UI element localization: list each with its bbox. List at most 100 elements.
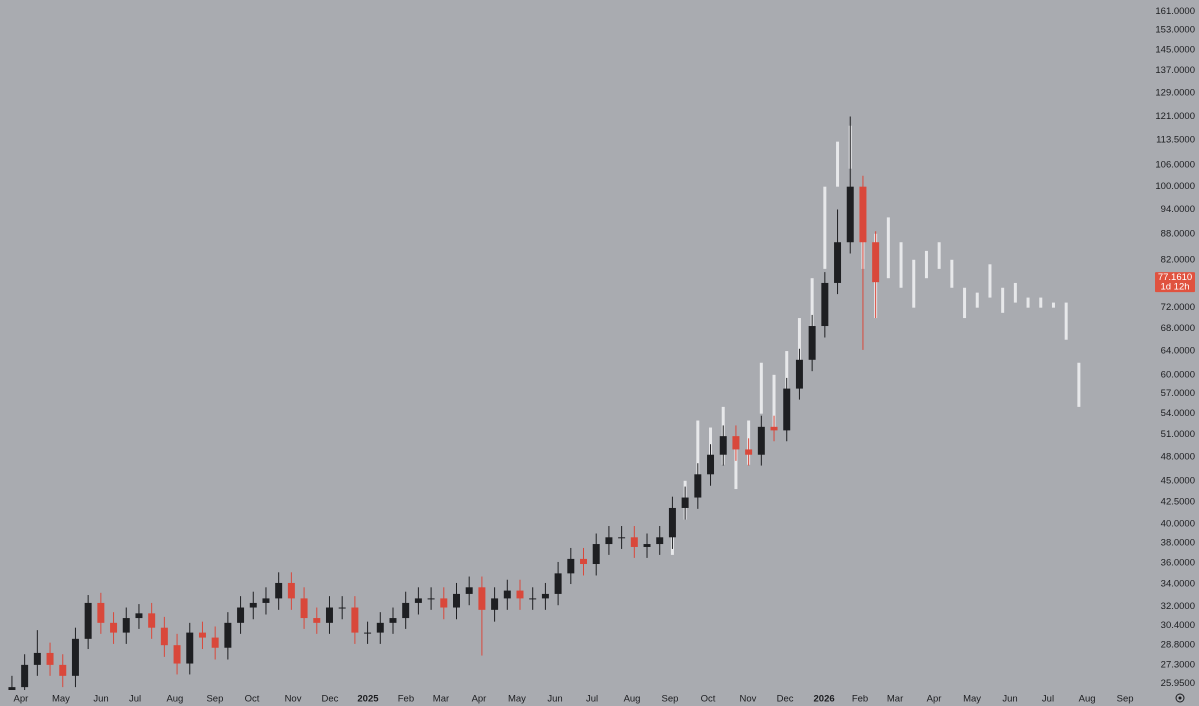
candle-body: [503, 590, 511, 599]
y-tick-label: 113.5000: [1156, 135, 1195, 146]
plot-area: [8, 116, 1081, 690]
candle-body: [389, 618, 397, 623]
candle-body: [580, 558, 588, 565]
candle-body: [249, 602, 257, 608]
projection-bar: [810, 278, 814, 329]
x-tick-label: Jun: [1002, 694, 1017, 705]
y-tick-label: 36.0000: [1161, 557, 1195, 568]
projection-bar: [1039, 297, 1043, 308]
candle-body: [135, 613, 143, 619]
candle-body: [84, 602, 92, 639]
projection-bar: [924, 250, 928, 279]
candle-body: [656, 537, 664, 545]
x-tick-label: Jul: [1042, 694, 1054, 705]
x-tick-label: Mar: [887, 694, 903, 705]
y-tick-label: 129.0000: [1155, 87, 1195, 98]
x-tick-label: Apr: [14, 694, 29, 705]
candle-body: [707, 454, 715, 475]
candle-body: [668, 507, 676, 538]
candle-body: [643, 544, 651, 547]
y-tick-label: 153.0000: [1155, 25, 1195, 36]
candle-body: [8, 687, 16, 690]
y-tick-label: 121.0000: [1155, 111, 1195, 122]
price-label-box: [1155, 272, 1195, 293]
candle-body: [808, 326, 816, 360]
candle-body: [681, 497, 689, 508]
candle-body: [198, 632, 206, 638]
candle-body: [719, 436, 727, 455]
candle-body: [745, 449, 753, 455]
x-tick-label: Apr: [927, 694, 942, 705]
y-tick-label: 54.0000: [1161, 408, 1195, 419]
candle-body: [148, 613, 156, 628]
candle-body: [325, 607, 333, 623]
y-tick-label: 28.8000: [1161, 640, 1195, 651]
candle-body: [122, 618, 130, 633]
settings-icon[interactable]: [1175, 693, 1185, 703]
projection-bar: [1001, 287, 1005, 313]
candle-body: [338, 607, 346, 609]
projection-bar: [836, 141, 840, 187]
y-tick-label: 27.3000: [1161, 659, 1195, 670]
candle-body: [287, 582, 295, 599]
x-tick-label: Sep: [662, 694, 679, 705]
y-tick-label: 34.0000: [1161, 579, 1195, 590]
candle-body: [21, 664, 29, 688]
candle-body: [402, 602, 410, 619]
x-tick-label: Feb: [852, 694, 868, 705]
candle-body: [427, 598, 435, 600]
candle-body: [262, 598, 270, 603]
projection-bar: [734, 441, 738, 490]
y-tick-label: 68.0000: [1161, 323, 1195, 334]
y-tick-label: 72.0000: [1161, 302, 1195, 313]
candle-body: [834, 242, 842, 283]
y-tick-label: 137.0000: [1155, 65, 1195, 76]
x-tick-label: Nov: [285, 694, 302, 705]
x-tick-label: Apr: [472, 694, 487, 705]
candle-body: [630, 537, 638, 547]
projection-bar: [975, 292, 979, 308]
candle-body: [592, 544, 600, 565]
candle-body: [567, 558, 575, 574]
candle-body: [757, 426, 765, 455]
candle-body: [770, 426, 778, 431]
price-countdown: 1d 12h: [1160, 282, 1189, 293]
projection-bar: [912, 259, 916, 308]
projection-bar: [899, 242, 903, 288]
y-tick-label: 106.0000: [1155, 160, 1195, 171]
projection-bar: [886, 217, 890, 279]
candle-body: [491, 598, 499, 610]
candle-body: [211, 637, 219, 648]
y-tick-label: 60.0000: [1161, 369, 1195, 380]
candle-body: [186, 632, 194, 664]
y-tick-label: 30.4000: [1161, 620, 1195, 631]
y-tick-label: 38.0000: [1161, 538, 1195, 549]
candle-body: [859, 186, 867, 243]
projection-bar: [759, 362, 763, 414]
candle-body: [846, 186, 854, 243]
candle-body: [414, 598, 422, 603]
candle-body: [732, 436, 740, 450]
x-tick-label: Aug: [624, 694, 641, 705]
y-tick-label: 100.0000: [1155, 181, 1195, 192]
candle-body: [605, 537, 613, 545]
candle-body: [59, 664, 67, 676]
x-tick-label: Jul: [586, 694, 598, 705]
x-tick-label: Mar: [433, 694, 449, 705]
candle-body: [516, 590, 524, 599]
projection-bar: [963, 287, 967, 319]
y-tick-label: 51.0000: [1161, 429, 1195, 440]
candle-body: [478, 587, 486, 610]
projection-bar: [950, 259, 954, 288]
x-tick-label: Aug: [1079, 694, 1096, 705]
y-tick-label: 40.0000: [1161, 519, 1195, 530]
projection-bar: [988, 264, 992, 298]
candle-body: [872, 242, 880, 283]
y-tick-label: 145.0000: [1155, 44, 1195, 55]
projection-bar: [1077, 362, 1081, 407]
candle-body: [33, 652, 41, 665]
candle-body: [275, 582, 283, 599]
projection-bar: [1013, 282, 1017, 303]
